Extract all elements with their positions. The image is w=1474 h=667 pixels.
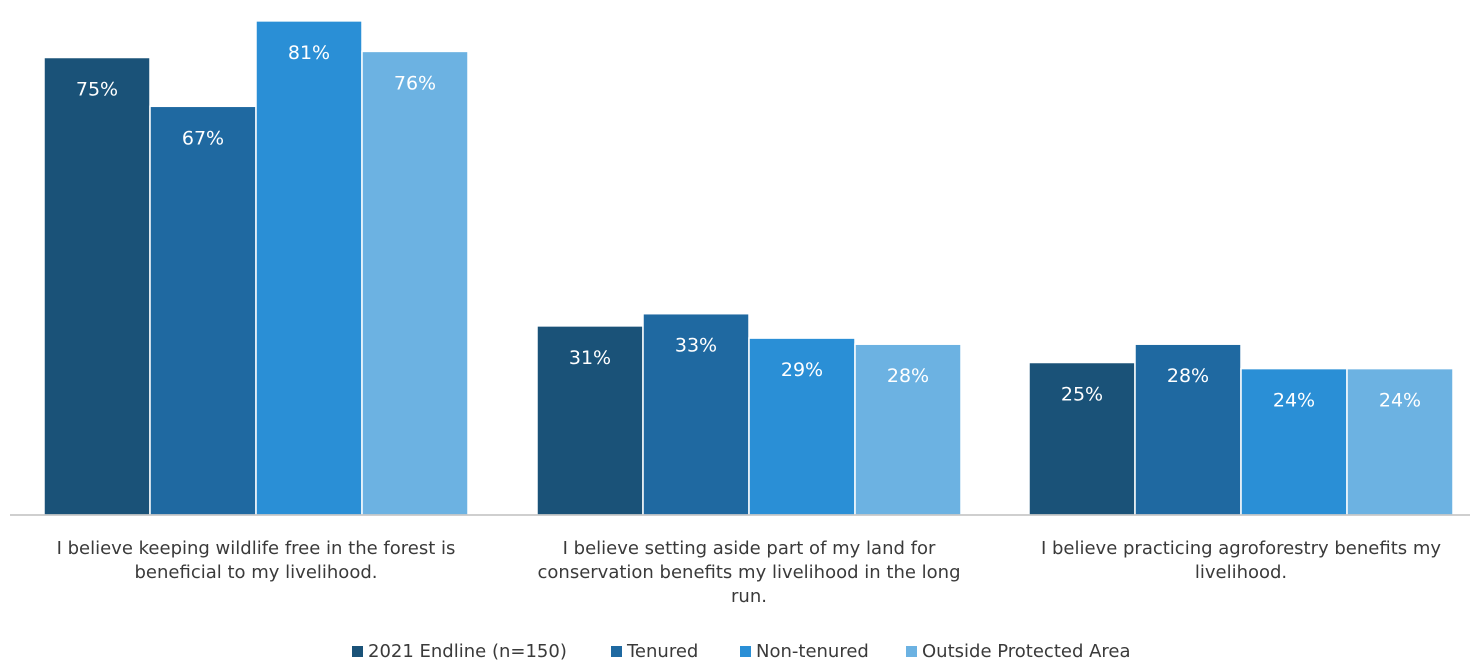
legend-swatch bbox=[740, 646, 751, 657]
legend-swatch bbox=[611, 646, 622, 657]
bar-0-1 bbox=[536, 325, 644, 516]
bar-value-label: 33% bbox=[675, 335, 717, 357]
bars-layer: 75% 31% 25% 67% 33% 28% 81% 29% 24% 76% 28% 24% bbox=[43, 20, 1454, 516]
bar-value-label: 29% bbox=[781, 359, 823, 381]
bar-0-2 bbox=[1028, 361, 1136, 516]
bar-2-2 bbox=[1240, 367, 1348, 516]
bar-value-label: 24% bbox=[1273, 390, 1315, 412]
category-label: I believe practicing agroforestry benefi… bbox=[1041, 538, 1441, 559]
legend-label: Outside Protected Area bbox=[922, 641, 1131, 662]
bar-value-label: 28% bbox=[1167, 365, 1209, 387]
bar-1-0 bbox=[149, 105, 257, 516]
legend-swatch bbox=[906, 646, 917, 657]
bar-3-2 bbox=[1346, 367, 1454, 516]
bar-value-label: 81% bbox=[288, 42, 330, 64]
bar-value-label: 28% bbox=[887, 365, 929, 387]
bar-value-label: 31% bbox=[569, 347, 611, 369]
bar-2-1 bbox=[748, 337, 856, 516]
bar-3-0 bbox=[361, 50, 469, 516]
legend-swatch bbox=[352, 646, 363, 657]
legend-label: 2021 Endline (n=150) bbox=[368, 641, 567, 662]
bar-1-1 bbox=[642, 312, 750, 516]
bar-value-label: 67% bbox=[182, 127, 224, 149]
category-label: beneficial to my livelihood. bbox=[135, 562, 378, 583]
bar-1-2 bbox=[1134, 343, 1242, 516]
bar-value-label: 76% bbox=[394, 72, 436, 94]
bar-value-label: 24% bbox=[1379, 390, 1421, 412]
bar-2-0 bbox=[255, 20, 363, 516]
category-label: livelihood. bbox=[1195, 562, 1287, 583]
bar-value-label: 75% bbox=[76, 79, 118, 101]
category-label: I believe keeping wildlife free in the f… bbox=[57, 538, 456, 559]
legend-label: Tenured bbox=[626, 641, 698, 662]
bar-value-label: 25% bbox=[1061, 384, 1103, 406]
bar-0-0 bbox=[43, 56, 151, 516]
category-label: I believe setting aside part of my land … bbox=[563, 538, 936, 559]
category-label: run. bbox=[731, 586, 767, 607]
category-label: conservation benefits my livelihood in t… bbox=[538, 562, 961, 583]
legend: 2021 Endline (n=150) Tenured Non-tenured Ou… bbox=[352, 641, 1131, 662]
category-labels: I believe keeping wildlife free in the f… bbox=[57, 538, 1442, 607]
legend-label: Non-tenured bbox=[756, 641, 869, 662]
